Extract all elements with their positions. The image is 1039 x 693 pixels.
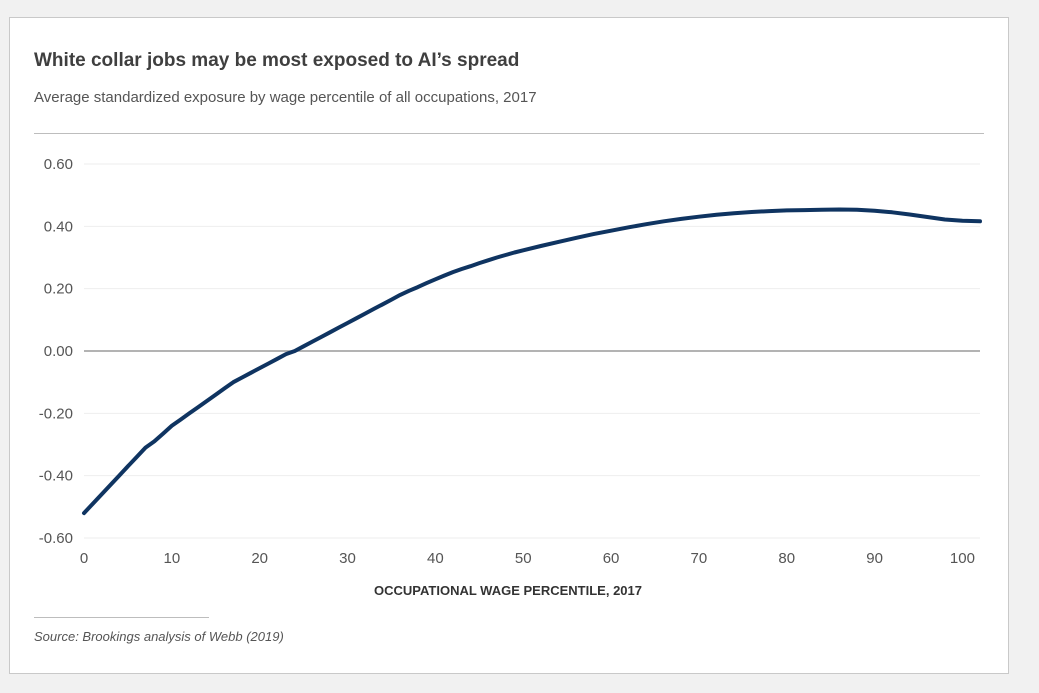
x-tick-label: 60	[603, 550, 620, 567]
x-tick-label: 30	[339, 550, 356, 567]
y-tick-label: 0.60	[44, 156, 73, 173]
y-tick-label: 0.00	[44, 343, 73, 360]
x-tick-label: 50	[515, 550, 532, 567]
x-tick-label: 80	[778, 550, 795, 567]
x-axis-ticks: 0 10 20 30 40 50 60 70 80 90 100	[80, 550, 975, 567]
y-tick-label: 0.20	[44, 281, 73, 298]
series-line	[82, 207, 982, 516]
x-tick-label: 10	[163, 550, 180, 567]
series-layer	[82, 207, 982, 516]
x-tick-label: 20	[251, 550, 268, 567]
x-tick-label: 90	[866, 550, 883, 567]
grid-layer	[84, 163, 980, 539]
y-tick-label: -0.60	[39, 530, 73, 547]
y-tick-label: 0.40	[44, 218, 73, 235]
source-divider	[34, 617, 209, 618]
x-tick-label: 0	[80, 550, 88, 567]
x-tick-label: 100	[950, 550, 975, 567]
x-tick-label: 40	[427, 550, 444, 567]
y-axis-ticks: 0.60 0.40 0.20 0.00 -0.20 -0.40 -0.60	[39, 156, 73, 547]
source-note: Source: Brookings analysis of Webb (2019…	[34, 629, 284, 644]
chart-title: White collar jobs may be most exposed to…	[34, 50, 520, 71]
x-axis-label: OCCUPATIONAL WAGE PERCENTILE, 2017	[374, 583, 642, 598]
y-tick-label: -0.20	[39, 405, 73, 422]
chart-card	[9, 17, 1009, 674]
x-tick-label: 70	[691, 550, 708, 567]
y-tick-label: -0.40	[39, 468, 73, 485]
chart-subtitle: Average standardized exposure by wage pe…	[34, 89, 537, 106]
header-divider	[34, 133, 984, 134]
